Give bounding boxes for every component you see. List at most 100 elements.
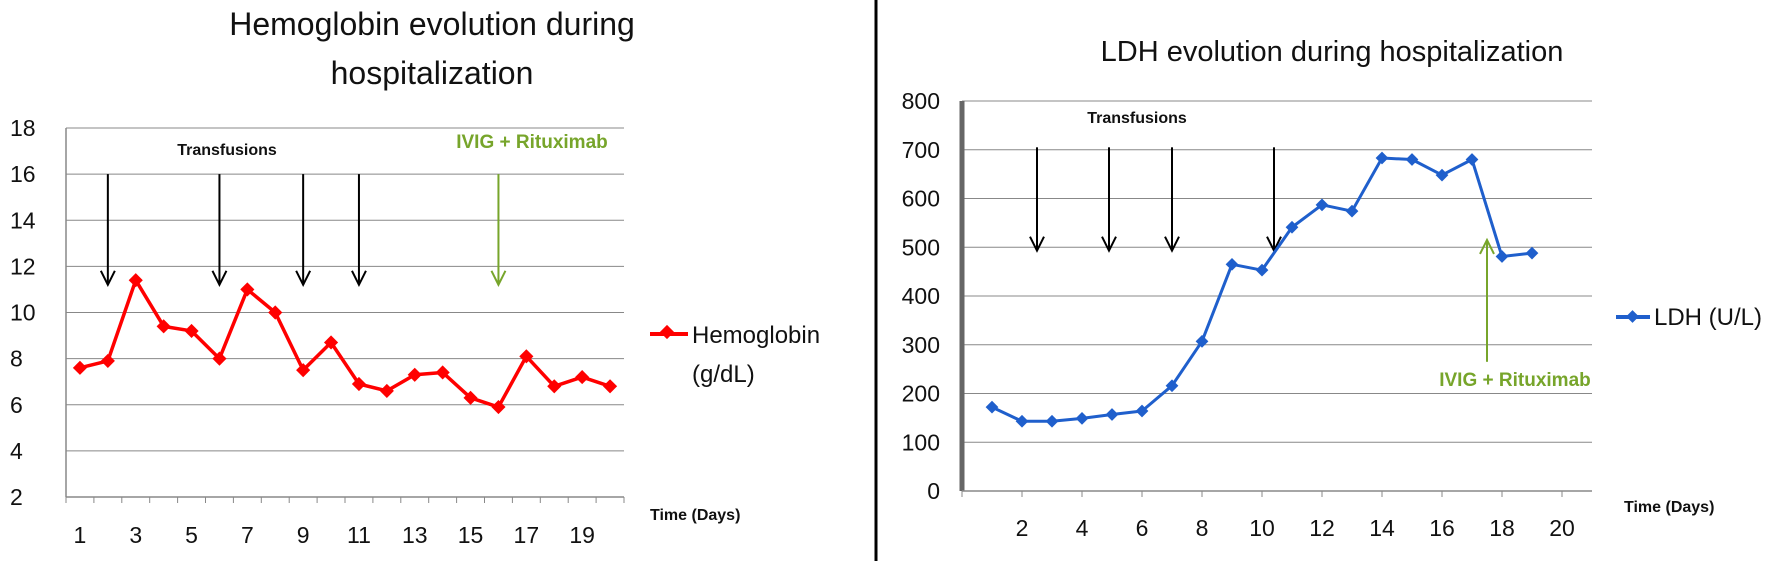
hemoglobin-line <box>79 278 611 409</box>
hemoglobin-legend: Hemoglobin (g/dL) <box>650 322 820 388</box>
hemoglobin-point <box>407 367 422 382</box>
hemoglobin-legend-label-line2: (g/dL) <box>692 361 755 388</box>
hemoglobin-point <box>463 390 478 405</box>
hemoglobin-chart: Hemoglobin evolution during hospitalizat… <box>10 6 820 548</box>
ldh-point <box>1015 414 1029 428</box>
ldh-x-tick-label: 16 <box>1429 515 1455 541</box>
ldh-x-tick-label: 4 <box>1076 515 1089 541</box>
ldh-point <box>1525 246 1539 260</box>
ldh-legend: LDH (U/L) <box>1616 304 1762 331</box>
ldh-transfusions-label: Transfusions <box>1087 110 1187 127</box>
hemoglobin-point <box>212 351 227 366</box>
hemoglobin-y-tick-label: 12 <box>10 253 36 279</box>
hemoglobin-point <box>547 379 562 394</box>
ldh-y-ticks: 0 100 200 300 400 500 600 700 800 <box>902 88 940 504</box>
hemoglobin-point <box>379 383 394 398</box>
ldh-chart: LDH evolution during hospitalization 0 10… <box>902 36 1762 541</box>
ldh-x-tick-label: 6 <box>1136 515 1149 541</box>
ldh-y-tick-label: 400 <box>902 283 940 309</box>
ldh-point <box>985 400 999 414</box>
ldh-treatment-arrow <box>1479 237 1495 362</box>
hemoglobin-x-tick-label: 5 <box>185 522 198 548</box>
hemoglobin-x-tick-label: 15 <box>458 522 484 548</box>
ldh-x-tick-label: 18 <box>1489 515 1515 541</box>
hemoglobin-point <box>323 335 339 350</box>
ldh-transfusion-arrow <box>1029 147 1045 253</box>
hemoglobin-y-tick-label: 14 <box>10 207 36 233</box>
ldh-y-tick-label: 800 <box>902 88 940 114</box>
ldh-y-tick-label: 700 <box>902 137 940 163</box>
ldh-point <box>1405 153 1419 166</box>
ldh-point <box>1345 204 1359 218</box>
hemoglobin-y-tick-label: 2 <box>10 484 23 510</box>
hemoglobin-y-tick-label: 10 <box>10 300 36 326</box>
hemoglobin-x-tick-label: 3 <box>129 522 142 548</box>
ldh-x-ticks: 2 4 6 8 10 12 14 16 18 20 <box>1016 515 1575 541</box>
hemoglobin-point <box>184 323 199 339</box>
hemoglobin-x-tick-label: 19 <box>569 522 595 548</box>
hemoglobin-y-tick-label: 6 <box>10 392 23 418</box>
ldh-transfusion-arrow <box>1164 147 1180 253</box>
hemoglobin-transfusion-arrow <box>295 174 312 288</box>
ldh-grid <box>959 100 1592 497</box>
hemoglobin-point <box>351 376 367 392</box>
ldh-point <box>1465 153 1479 166</box>
ldh-y-tick-label: 200 <box>902 381 940 407</box>
hemoglobin-point <box>240 282 255 297</box>
hemoglobin-x-ticks: 1 3 5 7 9 11 13 15 17 19 <box>74 522 595 548</box>
hemoglobin-y-tick-label: 8 <box>10 346 23 372</box>
hemoglobin-point <box>100 353 115 369</box>
hemoglobin-title-line1: Hemoglobin evolution during <box>229 6 635 42</box>
hemoglobin-y-tick-label: 18 <box>10 115 36 141</box>
hemoglobin-annotation-arrows <box>99 174 507 288</box>
ldh-y-tick-label: 300 <box>902 332 940 358</box>
hemoglobin-point <box>72 360 88 375</box>
ldh-x-tick-label: 2 <box>1016 515 1029 541</box>
hemoglobin-transfusion-arrow <box>211 174 228 288</box>
ldh-x-tick-label: 8 <box>1196 515 1209 541</box>
hemoglobin-x-tick-label: 9 <box>297 522 310 548</box>
hemoglobin-x-tick-label: 11 <box>347 522 371 548</box>
ldh-point <box>1435 168 1449 182</box>
hemoglobin-transfusions-label: Transfusions <box>177 142 277 159</box>
ldh-point <box>1495 250 1509 263</box>
ldh-y-tick-label: 600 <box>902 186 940 212</box>
ldh-x-tick-label: 10 <box>1249 515 1275 541</box>
ldh-legend-marker <box>1626 310 1639 323</box>
hemoglobin-legend-label-line1: Hemoglobin <box>692 322 820 349</box>
hemoglobin-x-tick-label: 7 <box>241 522 254 548</box>
hemoglobin-x-tick-label: 1 <box>74 522 87 548</box>
hemoglobin-y-ticks: 2 4 6 8 10 12 14 16 18 <box>10 115 36 510</box>
ldh-x-tick-label: 20 <box>1549 515 1575 541</box>
hemoglobin-grid <box>65 127 625 503</box>
hemoglobin-transfusion-arrow <box>351 174 367 288</box>
hemoglobin-x-axis-label: Time (Days) <box>650 507 740 524</box>
hemoglobin-series <box>72 273 618 415</box>
ldh-y-tick-label: 100 <box>902 429 940 455</box>
hemoglobin-transfusion-arrow <box>99 174 116 288</box>
ldh-point <box>1225 257 1239 271</box>
hemoglobin-title-line2: hospitalization <box>331 55 534 91</box>
ldh-y-tick-label: 0 <box>927 478 940 504</box>
hemoglobin-point <box>268 305 283 320</box>
hemoglobin-point <box>519 349 534 364</box>
ldh-treatment-label: IVIG + Rituximab <box>1439 370 1591 391</box>
hemoglobin-x-tick-label: 17 <box>514 522 540 548</box>
hemoglobin-treatment-arrow <box>490 174 507 288</box>
hemoglobin-point <box>156 319 171 334</box>
ldh-x-tick-label: 12 <box>1309 515 1335 541</box>
ldh-x-tick-label: 14 <box>1369 515 1395 541</box>
hemoglobin-point <box>296 363 311 378</box>
hemoglobin-point <box>435 365 450 380</box>
hemoglobin-point <box>491 399 506 415</box>
hemoglobin-y-tick-label: 4 <box>10 438 23 464</box>
ldh-point <box>1045 414 1059 428</box>
ldh-legend-label: LDH (U/L) <box>1654 304 1762 331</box>
ldh-title: LDH evolution during hospitalization <box>1101 36 1564 68</box>
hemoglobin-point <box>602 379 618 394</box>
hemoglobin-y-tick-label: 16 <box>10 161 36 187</box>
hemoglobin-legend-marker <box>659 324 675 340</box>
ldh-y-tick-label: 500 <box>902 234 940 260</box>
ldh-point <box>1375 151 1389 165</box>
